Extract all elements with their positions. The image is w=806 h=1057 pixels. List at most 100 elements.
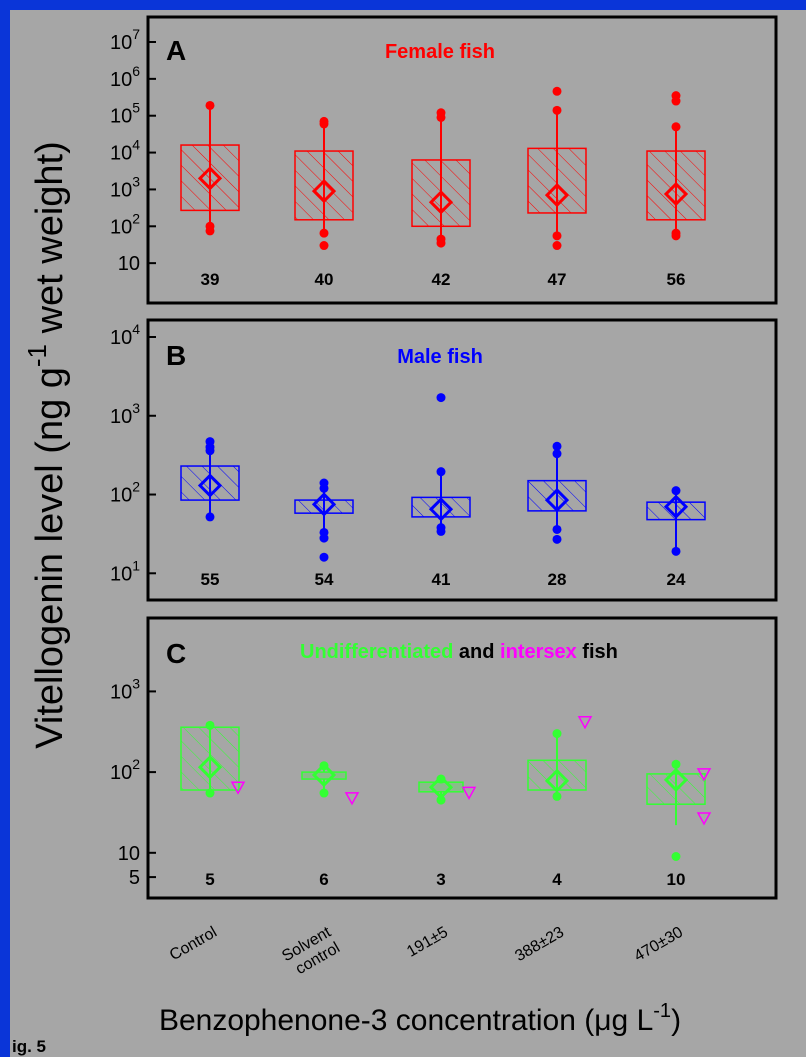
panel-letter: B bbox=[166, 340, 186, 371]
box-fill bbox=[419, 782, 463, 792]
outlier-point bbox=[552, 241, 562, 251]
sample-size-label: 6 bbox=[319, 870, 328, 889]
figure-label: ig. 5 bbox=[12, 1037, 46, 1056]
outlier-point bbox=[319, 478, 329, 488]
outlier-point bbox=[552, 524, 562, 534]
box-4: 56 bbox=[646, 91, 706, 289]
outlier-point bbox=[436, 523, 446, 533]
sample-size-label: 40 bbox=[315, 270, 334, 289]
outlier-point bbox=[319, 788, 329, 798]
panel-title: Male fish bbox=[397, 346, 483, 368]
box-2: 3 bbox=[418, 774, 477, 889]
outlier-point bbox=[205, 437, 215, 447]
box-1: 6 bbox=[301, 761, 360, 889]
intersex-marker bbox=[344, 792, 360, 806]
outlier-point bbox=[671, 486, 681, 496]
outlier-point bbox=[319, 116, 329, 126]
sample-size-label: 55 bbox=[201, 570, 220, 589]
outlier-point bbox=[671, 759, 681, 769]
box-4: 10 bbox=[646, 759, 712, 889]
mean-marker bbox=[663, 767, 689, 793]
intersex-marker bbox=[696, 768, 712, 782]
box-body bbox=[301, 771, 347, 780]
box-fill bbox=[302, 772, 346, 780]
mean-marker bbox=[197, 166, 223, 191]
box-body bbox=[527, 147, 587, 214]
mean-marker bbox=[544, 768, 570, 793]
box-2: 41 bbox=[411, 393, 471, 589]
mean-marker bbox=[428, 190, 454, 215]
mean-marker bbox=[311, 762, 337, 788]
outlier-point bbox=[552, 441, 562, 451]
outlier-point bbox=[552, 105, 562, 115]
mean-marker bbox=[197, 473, 223, 498]
box-3: 47 bbox=[527, 86, 587, 289]
panel-frame bbox=[146, 616, 778, 900]
y-tick-label: 106 bbox=[110, 63, 140, 91]
outlier-point bbox=[436, 108, 446, 118]
box-1: 40 bbox=[294, 116, 354, 289]
box-body bbox=[294, 150, 354, 221]
mean-marker bbox=[428, 497, 454, 522]
intersex-marker bbox=[461, 786, 477, 800]
panel-b: 101 102 103 104 B Male fish 55 54 41 28 24 bbox=[110, 318, 778, 602]
mean-marker bbox=[663, 181, 689, 207]
y-tick-label: 102 bbox=[110, 210, 140, 238]
y-axis-title: Vitellogenin level (ng g-1 wet weight) bbox=[22, 141, 71, 749]
y-tick-label: 102 bbox=[110, 479, 140, 507]
y-tick-label: 102 bbox=[110, 756, 140, 784]
intersex-marker bbox=[696, 812, 712, 826]
box-body bbox=[527, 759, 587, 791]
sample-size-label: 41 bbox=[432, 570, 451, 589]
outlier-point bbox=[205, 221, 215, 231]
outlier-point bbox=[671, 228, 681, 238]
panel-letter: A bbox=[166, 35, 186, 66]
mean-marker bbox=[311, 492, 337, 517]
outlier-point bbox=[436, 467, 446, 477]
outlier-point bbox=[436, 393, 446, 403]
sample-size-label: 10 bbox=[667, 870, 686, 889]
box-body bbox=[294, 499, 354, 514]
mean-marker bbox=[197, 755, 223, 780]
sample-size-label: 4 bbox=[552, 870, 562, 889]
outlier-point bbox=[671, 851, 681, 861]
outlier-point bbox=[436, 774, 446, 784]
outlier-point bbox=[436, 234, 446, 244]
mean-marker bbox=[311, 178, 337, 204]
mean-marker bbox=[544, 183, 570, 208]
outlier-point bbox=[671, 91, 681, 101]
outlier-point bbox=[319, 761, 329, 771]
box-0: 55 bbox=[180, 437, 240, 589]
panel-letter: C bbox=[166, 638, 186, 669]
y-tick-label: 10 bbox=[118, 843, 140, 865]
mean-marker bbox=[544, 487, 570, 513]
panel-frame bbox=[146, 318, 778, 602]
panel-title: Undifferentiated and intersex fish bbox=[300, 641, 618, 663]
panel-frame bbox=[146, 15, 778, 305]
sample-size-label: 28 bbox=[548, 570, 567, 589]
y-tick-label: 104 bbox=[110, 321, 140, 349]
y-tick-label: 103 bbox=[110, 675, 140, 703]
mean-marker bbox=[663, 494, 689, 519]
outlier-point bbox=[671, 122, 681, 132]
outlier-point bbox=[552, 534, 562, 544]
box-3: 28 bbox=[527, 441, 587, 589]
sample-size-label: 39 bbox=[201, 270, 220, 289]
outlier-point bbox=[319, 241, 329, 251]
y-tick-label: 101 bbox=[110, 557, 140, 585]
box-3: 4 bbox=[527, 716, 593, 889]
box-1: 54 bbox=[294, 478, 354, 589]
box-4: 24 bbox=[646, 486, 706, 589]
y-tick-label: 5 bbox=[129, 867, 140, 889]
outlier-point bbox=[436, 795, 446, 805]
sample-size-label: 5 bbox=[205, 870, 214, 889]
box-body bbox=[527, 479, 587, 512]
x-axis-title: Benzophenone-3 concentration (μg L-1) bbox=[159, 1000, 681, 1037]
panel-title: Female fish bbox=[385, 41, 495, 63]
outlier-point bbox=[671, 546, 681, 556]
outlier-point bbox=[552, 86, 562, 96]
outlier-point bbox=[552, 231, 562, 241]
outlier-point bbox=[319, 527, 329, 537]
